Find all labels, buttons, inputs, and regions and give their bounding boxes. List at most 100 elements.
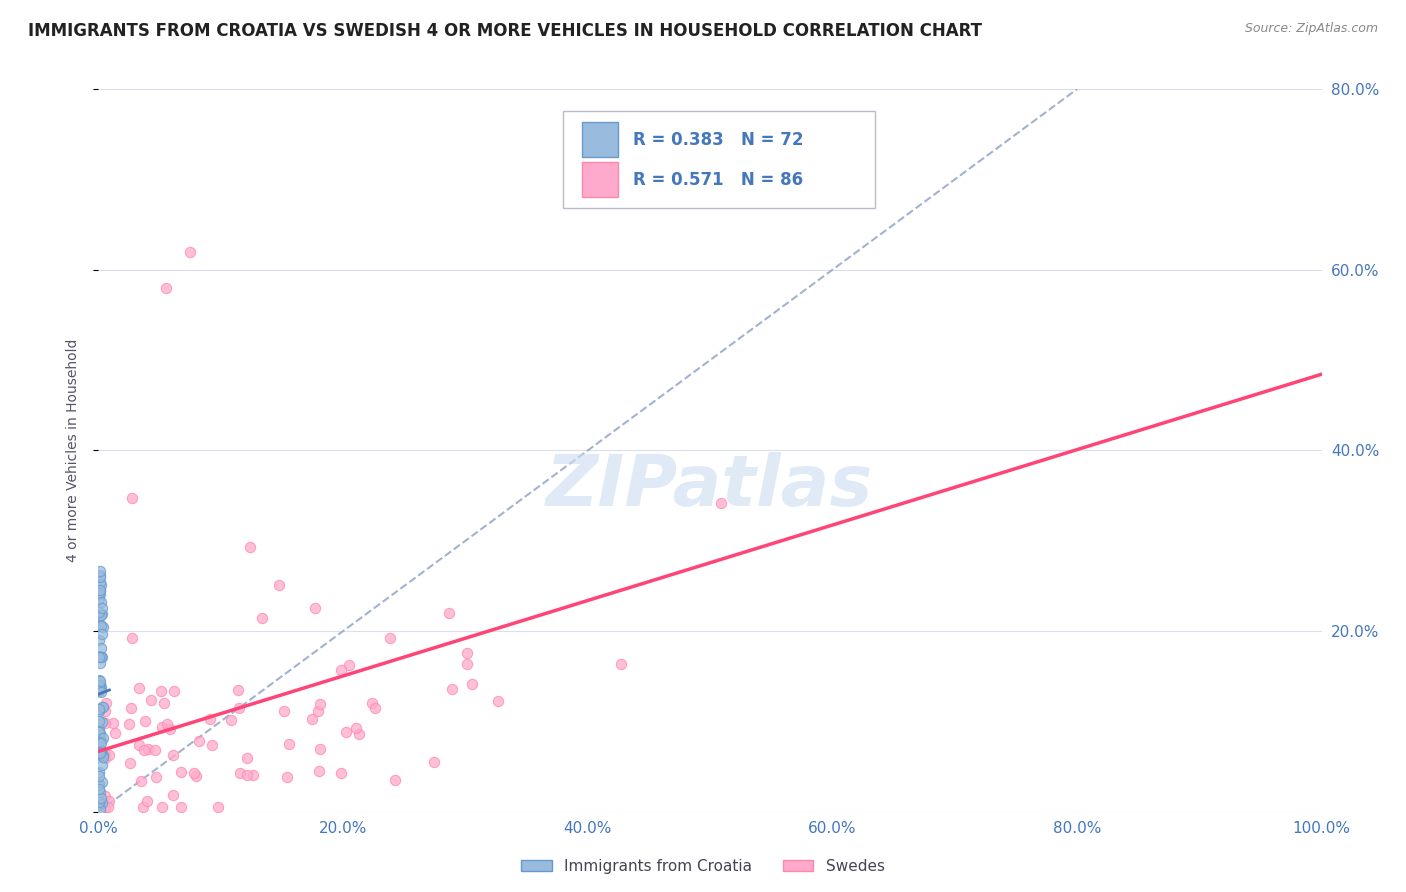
Point [150,720,173,734]
Point [229,765,252,780]
Point [121,491,143,505]
Point [90,640,112,655]
Point [118,717,141,731]
Point [89,769,111,783]
Bar [582,122,619,157]
Point [89,785,111,799]
Point [267,578,290,592]
Point [135,794,157,808]
Point [170,800,193,814]
Point [219,713,242,727]
Point [236,751,259,765]
Point [761,191,783,205]
Point [423,755,446,769]
Point [239,541,262,555]
Point [90,650,112,665]
Point [87,704,110,718]
Point [93,800,115,814]
Point [162,747,184,762]
Point [91,649,114,664]
Point [98,794,121,808]
Point [91,620,114,634]
Point [207,800,229,814]
Point [278,738,301,752]
Point [170,764,193,779]
Point [89,565,111,579]
Point [304,601,326,615]
Point [91,700,114,714]
Point [89,764,111,779]
Point [89,746,111,760]
Point [132,743,155,757]
Point [91,715,114,730]
Point [89,583,111,598]
Point [118,756,141,771]
Point [93,716,115,731]
Point [89,680,111,694]
Point [184,769,207,783]
Point [309,742,332,756]
Point [378,631,401,645]
Point [89,574,111,589]
Point [97,800,120,814]
Point [145,743,167,757]
Point [91,600,114,615]
Point [98,748,121,763]
Point [87,714,110,729]
Point [87,592,110,607]
Point [89,683,111,698]
Point [120,701,142,715]
Point [89,570,111,584]
Point [87,722,110,736]
Point [361,696,384,710]
Point [90,595,112,609]
Point [242,768,264,782]
Point [349,727,371,741]
Point [89,734,111,748]
Point [235,767,257,781]
Point [89,616,111,631]
Point [89,777,111,791]
Point [145,770,167,784]
Point [89,727,111,741]
Point [90,627,112,641]
Point [155,281,177,295]
Text: R = 0.383   N = 72: R = 0.383 N = 72 [633,131,803,149]
Point [337,657,360,672]
Point [309,697,332,711]
Bar [582,162,619,197]
Point [131,800,153,814]
Point [90,758,112,772]
Point [87,608,110,623]
Point [329,766,352,780]
Point [710,496,733,510]
Point [91,731,114,745]
Point [335,724,357,739]
Point [149,684,172,698]
Point [89,677,111,691]
Point [301,712,323,726]
Text: IMMIGRANTS FROM CROATIA VS SWEDISH 4 OR MORE VEHICLES IN HOUSEHOLD CORRELATION C: IMMIGRANTS FROM CROATIA VS SWEDISH 4 OR … [28,22,983,40]
Point [93,704,115,718]
Point [90,685,112,699]
Y-axis label: 4 or more Vehicles in Household: 4 or more Vehicles in Household [66,339,80,562]
Point [91,748,114,763]
Point [308,764,330,778]
Point [89,586,111,600]
Point [104,726,127,740]
Point [364,701,387,715]
Point [90,578,112,592]
Point [128,681,150,695]
Point [87,778,110,792]
Point [156,716,179,731]
Legend: Immigrants from Croatia, Swedes: Immigrants from Croatia, Swedes [516,853,890,880]
Point [136,742,159,756]
Point [89,656,111,670]
Point [89,746,111,760]
Point [252,611,274,625]
Point [90,680,112,694]
Point [89,649,111,664]
Point [93,747,115,762]
Point [179,244,201,259]
Point [384,772,406,787]
